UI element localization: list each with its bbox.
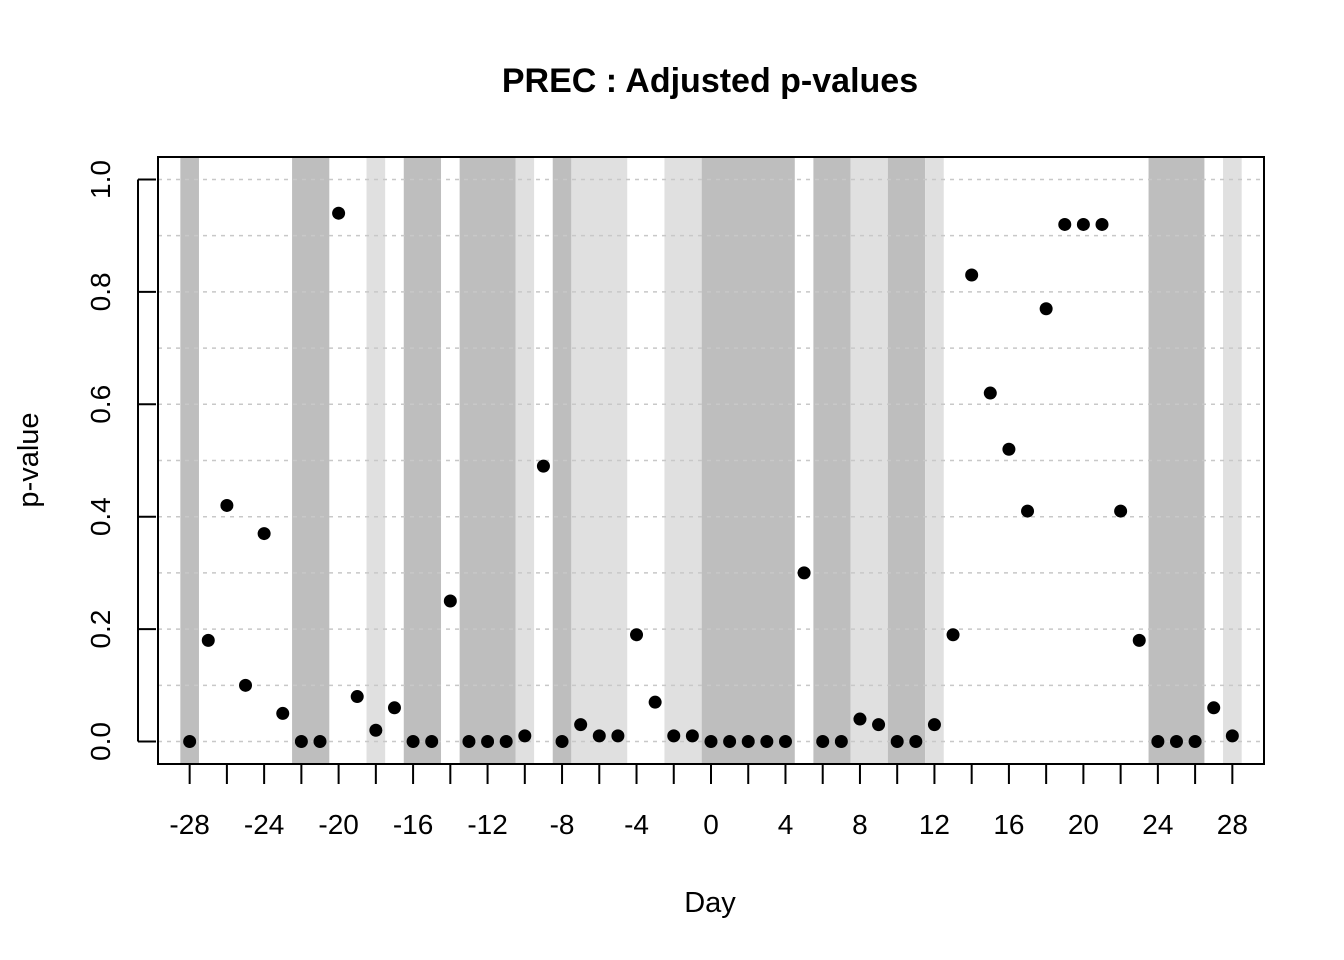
data-point: [983, 386, 997, 400]
data-point: [797, 566, 811, 580]
data-point: [946, 628, 960, 642]
data-point: [741, 735, 755, 749]
data-point: [667, 729, 681, 743]
chart-title: PREC : Adjusted p-values: [502, 62, 918, 100]
shaded-band-dark: [552, 157, 572, 764]
data-point: [1169, 735, 1183, 749]
data-point: [239, 678, 253, 692]
data-point: [369, 723, 383, 737]
x-tick-label: 16: [993, 809, 1024, 840]
data-point: [1058, 217, 1072, 231]
x-axis: -28 -24 -20 -16 -12 -8 -4 0 4 8 12 16 20 24 28: [169, 764, 1248, 840]
data-point: [816, 735, 830, 749]
data-point: [965, 268, 979, 282]
data-point: [406, 735, 420, 749]
x-tick-label: -8: [550, 809, 575, 840]
data-point: [332, 206, 346, 220]
data-point: [611, 729, 625, 743]
x-tick-label: -28: [169, 809, 209, 840]
data-point: [685, 729, 699, 743]
x-tick-label: 0: [703, 809, 719, 840]
data-point: [630, 628, 644, 642]
data-point: [499, 735, 513, 749]
data-point: [1114, 504, 1128, 518]
x-tick-label: -12: [467, 809, 507, 840]
x-tick-label: -16: [393, 809, 433, 840]
x-axis-title: Day: [684, 887, 736, 919]
data-point: [909, 735, 923, 749]
x-tick-label: 28: [1217, 809, 1248, 840]
y-tick-label: 0.6: [85, 385, 116, 424]
data-point: [853, 712, 867, 726]
x-tick-label: 12: [919, 809, 950, 840]
shaded-band-dark: [459, 157, 516, 764]
data-point: [592, 729, 606, 743]
data-point: [1225, 729, 1239, 743]
data-point: [574, 718, 588, 732]
data-point: [1039, 302, 1053, 316]
data-point: [1021, 504, 1035, 518]
data-point: [257, 527, 271, 541]
x-tick-label: -4: [624, 809, 649, 840]
y-tick-label: 0.8: [85, 272, 116, 311]
data-point: [648, 695, 662, 709]
data-point: [760, 735, 774, 749]
data-point: [1095, 217, 1109, 231]
data-point: [1188, 735, 1202, 749]
data-point: [313, 735, 327, 749]
data-point: [1151, 735, 1165, 749]
x-tick-label: -20: [318, 809, 358, 840]
x-tick-label: 20: [1068, 809, 1099, 840]
y-tick-label: 1.0: [85, 160, 116, 199]
data-point: [778, 735, 792, 749]
x-tick-label: -24: [244, 809, 284, 840]
data-point: [704, 735, 718, 749]
data-point: [276, 706, 290, 720]
shaded-band-light: [515, 157, 535, 764]
data-points: [183, 206, 1239, 749]
data-point: [387, 701, 401, 715]
data-point: [1132, 633, 1146, 647]
y-tick-label: 0.0: [85, 722, 116, 761]
shaded-band-dark: [180, 157, 199, 764]
data-point: [462, 735, 476, 749]
data-point: [723, 735, 737, 749]
data-point: [201, 633, 215, 647]
data-point: [183, 735, 197, 749]
data-point: [536, 459, 550, 473]
data-point: [220, 498, 234, 512]
y-axis: 0.0 0.2 0.4 0.6 0.8 1.0: [85, 160, 156, 761]
y-tick-label: 0.2: [85, 610, 116, 649]
data-point: [443, 594, 457, 608]
data-point: [872, 718, 886, 732]
data-point: [350, 690, 364, 704]
data-point: [1207, 701, 1221, 715]
data-point: [834, 735, 848, 749]
y-tick-label: 0.4: [85, 497, 116, 536]
data-point: [927, 718, 941, 732]
x-tick-label: 24: [1142, 809, 1173, 840]
data-point: [1002, 442, 1016, 456]
data-point: [1076, 217, 1090, 231]
data-point: [518, 729, 532, 743]
y-axis-title: p-value: [13, 412, 45, 507]
data-point: [555, 735, 569, 749]
data-point: [481, 735, 495, 749]
x-tick-label: 8: [852, 809, 868, 840]
x-tick-label: 4: [778, 809, 794, 840]
data-point: [890, 735, 904, 749]
data-point: [294, 735, 308, 749]
data-point: [425, 735, 439, 749]
